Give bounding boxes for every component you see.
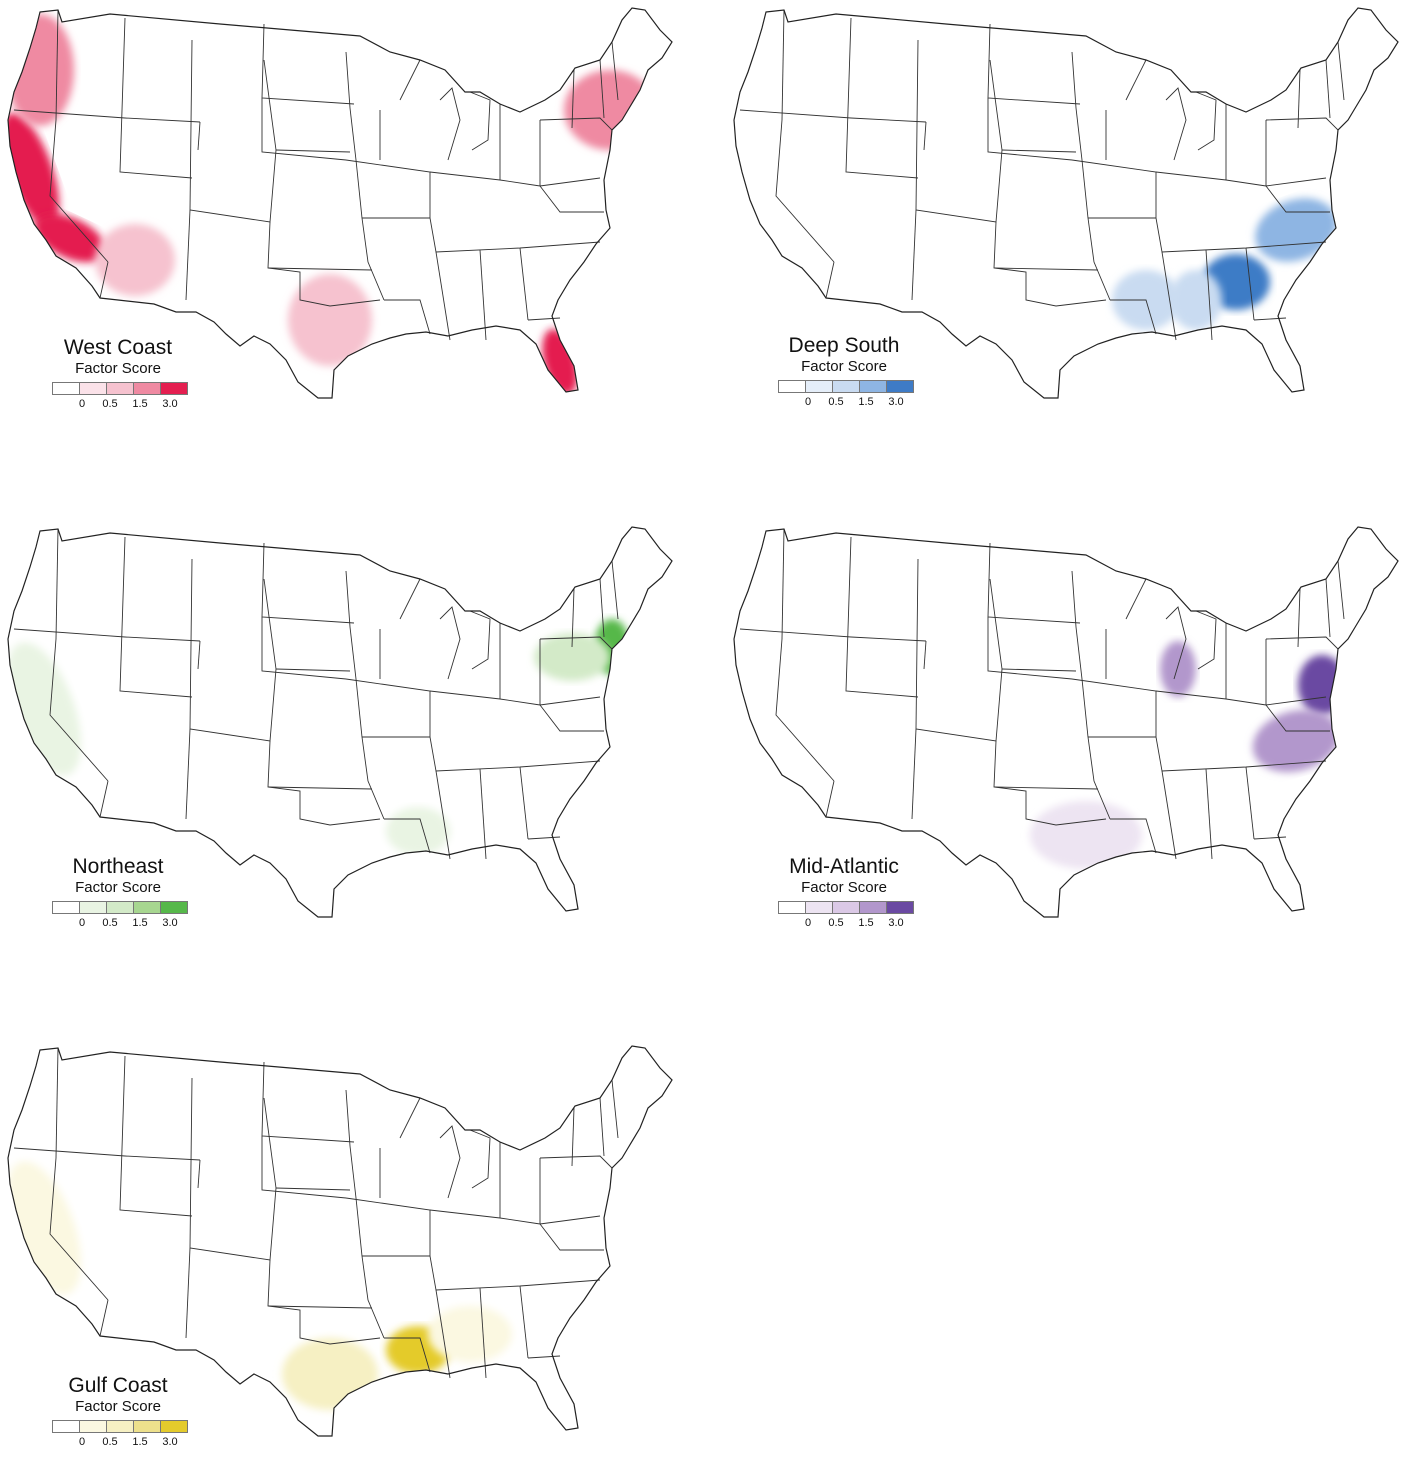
hotspot-virginia-north-carolina bbox=[1252, 709, 1340, 773]
legend-tick-label: 1.5 bbox=[132, 1436, 148, 1448]
legend: Deep South Factor Score 0 0.5 1.5 3.0 bbox=[764, 334, 924, 410]
legend-swatch bbox=[160, 1420, 188, 1433]
legend-tick-label: 0 bbox=[78, 1436, 86, 1448]
legend-tick-label: 1.5 bbox=[132, 917, 148, 929]
legend-swatch bbox=[778, 380, 806, 393]
legend-ticks: 0 0.5 1.5 3.0 bbox=[778, 917, 924, 931]
legend-title: Mid-Atlantic bbox=[789, 855, 899, 878]
legend-title: Northeast bbox=[72, 855, 164, 878]
legend-ticks: 0 0.5 1.5 3.0 bbox=[52, 1436, 198, 1450]
legend: Mid-Atlantic Factor Score 0 0.5 1.5 3.0 bbox=[764, 855, 924, 931]
us-choropleth-map bbox=[733, 7, 1399, 399]
legend-tick-label: 0 bbox=[804, 396, 812, 408]
legend-swatch bbox=[133, 1420, 161, 1433]
legend-tick-label: 3.0 bbox=[888, 917, 904, 929]
legend-swatches bbox=[52, 901, 198, 914]
hotspot-pennsylvania bbox=[534, 633, 610, 681]
legend-tick-label: 3.0 bbox=[162, 917, 178, 929]
map-panel-west-coast: West Coast Factor Score 0 0.5 1.5 3.0 bbox=[0, 0, 700, 440]
legend-swatch bbox=[160, 901, 188, 914]
hotspot-california bbox=[8, 1161, 81, 1295]
legend-swatch bbox=[133, 382, 161, 395]
hotspot-california bbox=[8, 642, 81, 776]
hotspot-new-york-new-england bbox=[564, 70, 656, 150]
legend-swatch bbox=[832, 380, 860, 393]
legend-swatches bbox=[52, 382, 198, 395]
legend-swatch bbox=[886, 901, 914, 914]
legend-swatch bbox=[859, 380, 887, 393]
hotspot-alabama bbox=[1170, 270, 1222, 330]
legend-tick-label: 0 bbox=[804, 917, 812, 929]
legend-ticks: 0 0.5 1.5 3.0 bbox=[778, 396, 924, 410]
legend-swatch bbox=[859, 901, 887, 914]
legend-swatch bbox=[106, 382, 134, 395]
legend-tick-label: 0.5 bbox=[102, 1436, 118, 1448]
legend-tick-label: 0.5 bbox=[828, 396, 844, 408]
factor-score-shading bbox=[1030, 641, 1346, 869]
legend: Northeast Factor Score 0 0.5 1.5 3.0 bbox=[38, 855, 198, 931]
legend-swatch bbox=[79, 901, 107, 914]
legend-swatch bbox=[79, 1420, 107, 1433]
legend-tick-label: 0 bbox=[78, 917, 86, 929]
legend-swatch bbox=[106, 901, 134, 914]
legend-swatch bbox=[52, 382, 80, 395]
map-panel-northeast: Northeast Factor Score 0 0.5 1.5 3.0 bbox=[0, 519, 700, 959]
hotspot-mississippi-alabama bbox=[428, 1306, 512, 1362]
legend-tick-label: 0 bbox=[78, 398, 86, 410]
us-choropleth-map bbox=[7, 526, 673, 918]
legend-tick-label: 0.5 bbox=[102, 398, 118, 410]
legend-swatches bbox=[52, 1420, 198, 1433]
legend-tick-label: 3.0 bbox=[162, 398, 178, 410]
legend-swatches bbox=[778, 380, 924, 393]
legend-tick-label: 1.5 bbox=[858, 396, 874, 408]
legend-subtitle: Factor Score bbox=[75, 1398, 161, 1415]
legend-swatch bbox=[805, 380, 833, 393]
map-panel-deep-south: Deep South Factor Score 0 0.5 1.5 3.0 bbox=[726, 0, 1411, 440]
legend-tick-label: 1.5 bbox=[858, 917, 874, 929]
legend-title: Gulf Coast bbox=[68, 1374, 168, 1397]
map-panel-gulf-coast: Gulf Coast Factor Score 0 0.5 1.5 3.0 bbox=[0, 1038, 700, 1478]
hotspot-indiana-illinois bbox=[1160, 641, 1196, 697]
us-choropleth-map bbox=[733, 526, 1399, 918]
legend-tick-label: 3.0 bbox=[888, 396, 904, 408]
legend-ticks: 0 0.5 1.5 3.0 bbox=[52, 398, 198, 412]
hotspot-oregon-washington bbox=[8, 14, 74, 126]
hotspot-maryland-delaware bbox=[1298, 655, 1346, 715]
legend-swatch bbox=[832, 901, 860, 914]
legend-swatches bbox=[778, 901, 924, 914]
legend-tick-label: 0.5 bbox=[828, 917, 844, 929]
hotspot-texas bbox=[288, 274, 372, 366]
legend-subtitle: Factor Score bbox=[75, 879, 161, 896]
map-panel-mid-atlantic: Mid-Atlantic Factor Score 0 0.5 1.5 3.0 bbox=[726, 519, 1411, 959]
legend-subtitle: Factor Score bbox=[75, 360, 161, 377]
legend-swatch bbox=[778, 901, 806, 914]
hotspot-louisiana bbox=[386, 807, 450, 855]
hotspot-california-coast bbox=[8, 113, 60, 227]
legend-tick-label: 0.5 bbox=[102, 917, 118, 929]
legend-swatch bbox=[52, 901, 80, 914]
legend-title: West Coast bbox=[63, 336, 173, 359]
hotspot-texas-coast bbox=[282, 1338, 378, 1410]
hotspot-arizona bbox=[95, 224, 175, 296]
legend-swatch bbox=[79, 382, 107, 395]
legend-subtitle: Factor Score bbox=[801, 358, 887, 375]
legend-title: Deep South bbox=[788, 334, 900, 357]
legend-tick-label: 1.5 bbox=[132, 398, 148, 410]
legend-swatch bbox=[160, 382, 188, 395]
legend-swatch bbox=[805, 901, 833, 914]
legend-swatch bbox=[886, 380, 914, 393]
legend-swatch bbox=[52, 1420, 80, 1433]
legend-subtitle: Factor Score bbox=[801, 879, 887, 896]
legend-swatch bbox=[106, 1420, 134, 1433]
legend-swatch bbox=[133, 901, 161, 914]
legend-tick-label: 3.0 bbox=[162, 1436, 178, 1448]
us-choropleth-map bbox=[7, 7, 673, 399]
legend: Gulf Coast Factor Score 0 0.5 1.5 3.0 bbox=[38, 1374, 198, 1450]
hotspot-texas-louisiana bbox=[1030, 801, 1142, 869]
legend-ticks: 0 0.5 1.5 3.0 bbox=[52, 917, 198, 931]
legend: West Coast Factor Score 0 0.5 1.5 3.0 bbox=[38, 336, 198, 412]
us-choropleth-map bbox=[7, 1045, 673, 1437]
